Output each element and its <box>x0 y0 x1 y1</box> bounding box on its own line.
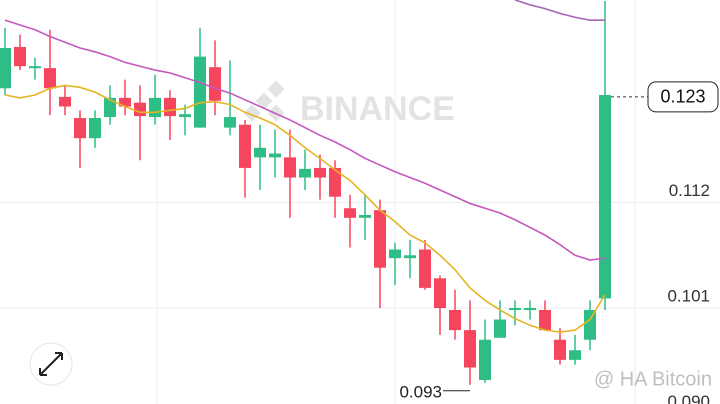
candle-body <box>464 330 476 368</box>
candle-body <box>359 214 371 218</box>
candle-body <box>344 208 356 218</box>
candle-body <box>419 249 431 288</box>
y-tick-label: 0.101 <box>667 287 710 306</box>
candle-body <box>479 339 491 381</box>
watermark: BINANCE <box>300 90 455 128</box>
candle-body <box>389 249 401 259</box>
candle-body <box>524 308 536 311</box>
candle-body <box>104 97 116 118</box>
candle-body <box>29 66 41 69</box>
candle-body <box>269 153 281 158</box>
candle-body <box>449 309 461 331</box>
candle-body <box>224 117 236 128</box>
candle-body <box>569 350 581 360</box>
y-tick-label: 0.112 <box>669 181 710 200</box>
moving-average-line <box>514 0 605 21</box>
candle-body <box>74 118 86 139</box>
candle-body <box>239 124 251 168</box>
y-tick-label: 0.090 <box>667 392 710 404</box>
expand-button[interactable] <box>29 342 73 386</box>
candle-body <box>314 167 326 178</box>
candle-body <box>299 168 311 178</box>
candle-body <box>539 309 551 331</box>
last-price-box <box>647 81 719 113</box>
moving-average-line <box>4 84 606 333</box>
candle-body <box>599 95 611 299</box>
candle-body <box>194 56 206 128</box>
candle-body <box>554 339 566 360</box>
low-label: 0.093 <box>399 382 442 401</box>
credit: @ HA Bitcoin <box>594 368 712 390</box>
candle-body <box>0 47 11 89</box>
candle-body <box>14 47 26 67</box>
candle-body <box>509 308 521 311</box>
candle-body <box>179 114 191 118</box>
watermark-logo <box>243 80 285 122</box>
candle-body <box>59 96 71 107</box>
candle-body <box>134 102 146 117</box>
candle-body <box>494 319 506 338</box>
candle-body <box>209 67 221 101</box>
candle-body <box>584 309 596 340</box>
candle-body <box>329 167 341 197</box>
candle-body <box>119 97 131 107</box>
candle-body <box>434 278 446 309</box>
candle-body <box>149 97 161 118</box>
candle-body <box>89 118 101 139</box>
moving-average-line <box>4 19 606 261</box>
candle-body <box>374 210 386 268</box>
candle-body <box>404 255 416 259</box>
candle-body <box>254 147 266 158</box>
candle-body <box>164 97 176 117</box>
last-price-label: 0.123 <box>660 87 705 107</box>
candle-body <box>44 68 56 89</box>
candle-body <box>284 157 296 178</box>
